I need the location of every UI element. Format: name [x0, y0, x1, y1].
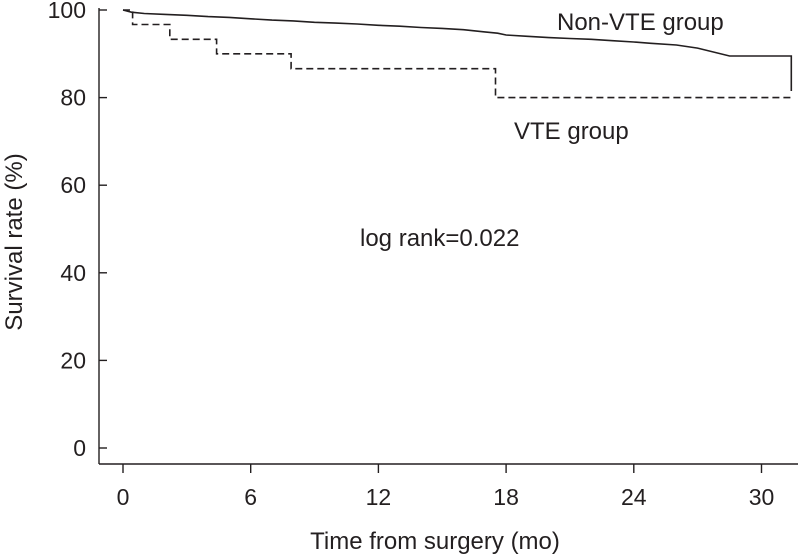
- x-tick-label: 30: [749, 484, 775, 510]
- series-label-vte: VTE group: [514, 118, 629, 145]
- x-tick-label: 6: [244, 484, 257, 510]
- y-tick-label: 60: [60, 172, 86, 198]
- x-tick-label: 12: [366, 484, 392, 510]
- series-label-non-vte: Non-VTE group: [557, 9, 724, 36]
- x-tick-label: 0: [117, 484, 130, 510]
- x-tick-label: 18: [493, 484, 519, 510]
- x-axis-label: Time from surgery (mo): [310, 528, 560, 555]
- y-tick-label: 0: [73, 435, 86, 461]
- non-vte-survival-curve: [122, 9, 793, 91]
- y-axis-label: Survival rate (%): [1, 153, 28, 330]
- y-ticks: 0 20 40 60 80 100: [48, 0, 107, 461]
- series-group: [122, 9, 794, 99]
- y-tick-label: 80: [60, 85, 86, 111]
- y-tick-label: 40: [60, 260, 86, 286]
- log-rank-annotation: log rank=0.022: [360, 225, 519, 252]
- y-tick-label: 100: [48, 0, 86, 23]
- y-tick-label: 20: [60, 347, 86, 373]
- axes: [98, 8, 798, 465]
- x-tick-label: 24: [621, 484, 647, 510]
- x-ticks: 0 6 12 18 24 30: [117, 464, 775, 510]
